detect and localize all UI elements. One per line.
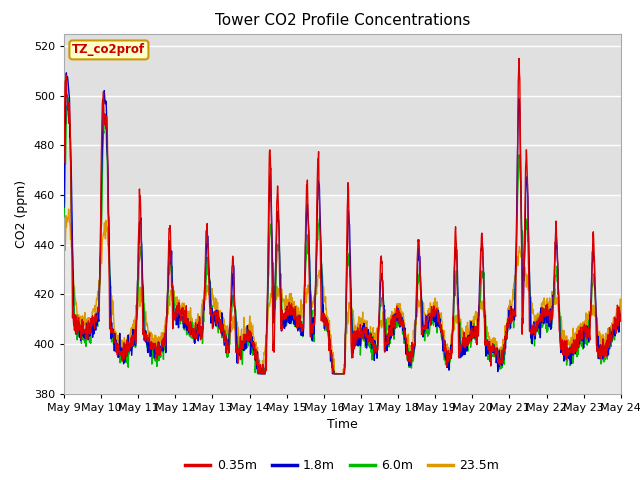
Bar xyxy=(64,34,621,195)
Y-axis label: CO2 (ppm): CO2 (ppm) xyxy=(15,180,28,248)
Text: TZ_co2prof: TZ_co2prof xyxy=(72,43,145,56)
Title: Tower CO2 Profile Concentrations: Tower CO2 Profile Concentrations xyxy=(214,13,470,28)
Legend: 0.35m, 1.8m, 6.0m, 23.5m: 0.35m, 1.8m, 6.0m, 23.5m xyxy=(180,455,504,477)
X-axis label: Time: Time xyxy=(327,418,358,431)
